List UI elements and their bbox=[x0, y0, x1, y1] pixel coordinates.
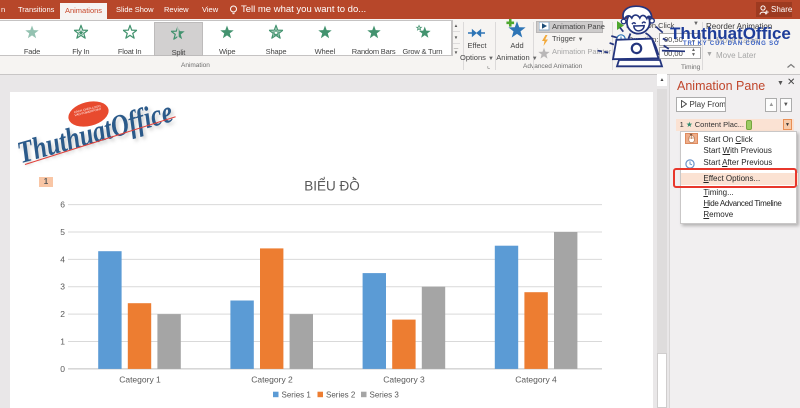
svg-text:6: 6 bbox=[60, 200, 65, 210]
svg-text:Series 1: Series 1 bbox=[282, 391, 312, 400]
svg-text:Category 4: Category 4 bbox=[515, 375, 557, 385]
svg-text:5: 5 bbox=[60, 227, 65, 237]
svg-text:3: 3 bbox=[60, 282, 65, 292]
svg-text:Series 2: Series 2 bbox=[326, 391, 356, 400]
svg-text:Series 3: Series 3 bbox=[370, 391, 400, 400]
svg-text:BIÊU ĐÔ: BIÊU ĐÔ bbox=[304, 179, 360, 194]
svg-text:4: 4 bbox=[60, 254, 65, 264]
svg-text:0: 0 bbox=[60, 364, 65, 374]
svg-text:Category 2: Category 2 bbox=[251, 375, 293, 385]
svg-text:2: 2 bbox=[60, 309, 65, 319]
svg-text:Category 1: Category 1 bbox=[119, 375, 161, 385]
svg-text:1: 1 bbox=[60, 337, 65, 347]
svg-text:Category 3: Category 3 bbox=[383, 375, 425, 385]
